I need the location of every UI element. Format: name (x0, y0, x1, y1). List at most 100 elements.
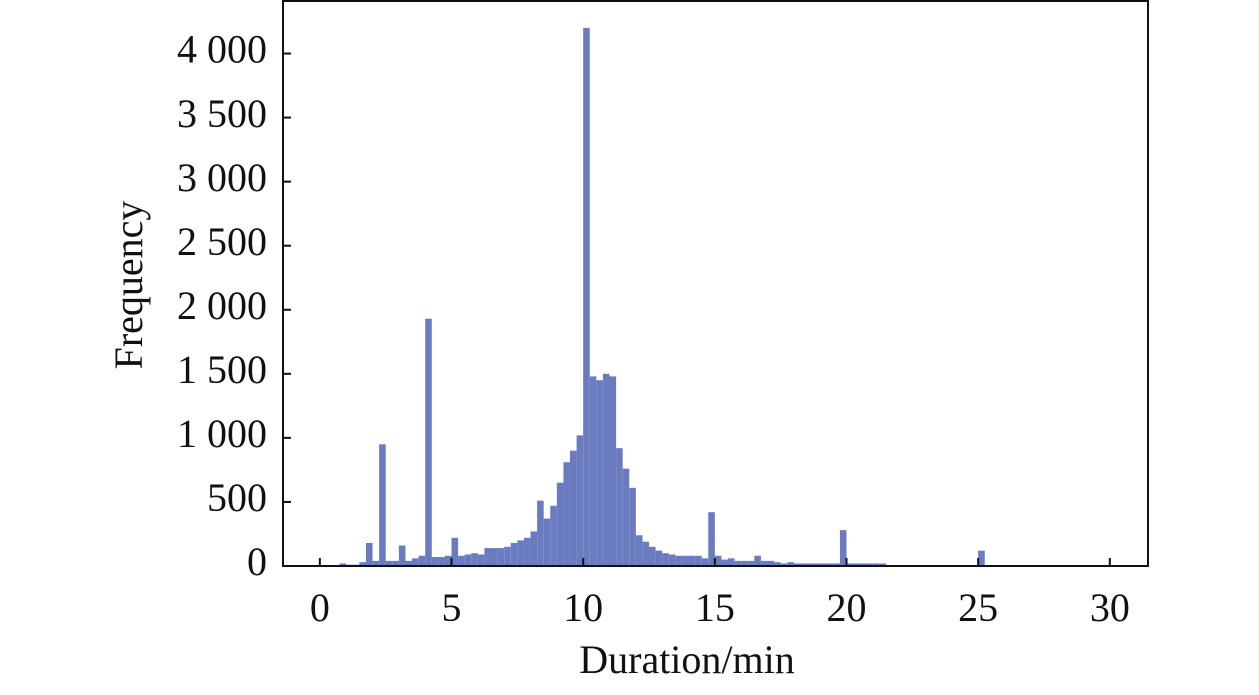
bar (787, 562, 794, 566)
bar (701, 558, 709, 566)
bar (530, 531, 538, 566)
bar (556, 482, 564, 566)
bar (464, 554, 472, 566)
bar (497, 548, 505, 566)
bar (734, 560, 742, 566)
bar (576, 435, 584, 566)
bar (616, 448, 623, 566)
bar (398, 545, 406, 566)
bar (602, 373, 610, 566)
bar (714, 555, 722, 566)
bar (543, 518, 551, 566)
bar (635, 535, 643, 566)
bar (728, 558, 735, 566)
bar (517, 540, 524, 566)
x-tick-label: 10 (563, 585, 603, 630)
y-tick-label: 1 000 (177, 411, 267, 456)
bar (583, 27, 590, 566)
bar (833, 563, 840, 566)
bar (780, 563, 788, 566)
bar (392, 560, 399, 566)
bar (747, 560, 755, 566)
bar (978, 550, 985, 566)
bar (688, 555, 696, 566)
bar (872, 563, 880, 566)
bar (477, 554, 485, 566)
bar (820, 563, 827, 566)
bar (444, 555, 452, 566)
y-tick-label: 3 000 (177, 155, 267, 200)
bar (491, 548, 498, 566)
y-tick-label: 1 500 (177, 347, 267, 392)
bar (405, 560, 413, 566)
bar (879, 563, 886, 566)
bar (754, 555, 761, 566)
bar (767, 560, 775, 566)
bar (458, 555, 465, 566)
bar (471, 553, 478, 566)
bar (451, 537, 459, 566)
x-tick-label: 0 (310, 585, 330, 630)
bar (365, 542, 373, 566)
bar (339, 563, 347, 566)
bar (721, 559, 729, 566)
bar (563, 462, 571, 566)
bar (622, 468, 630, 566)
bar (839, 530, 847, 566)
bar (431, 557, 439, 566)
bar (662, 553, 669, 566)
x-axis-label: Duration/min (579, 637, 795, 682)
bar (793, 563, 801, 566)
y-tick-label: 3 500 (177, 91, 267, 136)
bar (504, 546, 511, 566)
bar (675, 555, 682, 566)
bar (655, 550, 663, 566)
bar (649, 546, 656, 566)
bar (438, 557, 445, 566)
bar (425, 318, 432, 566)
x-tick-label: 15 (695, 585, 735, 630)
bar (379, 444, 386, 566)
bar (859, 563, 867, 566)
y-tick-label: 2 000 (177, 283, 267, 328)
bar (609, 376, 617, 566)
bar (846, 563, 854, 566)
bar (484, 548, 492, 566)
bar (774, 562, 781, 566)
x-tick-label: 25 (958, 585, 998, 630)
bar (681, 555, 689, 566)
bar (642, 541, 650, 566)
bar (589, 376, 597, 566)
bar (418, 555, 426, 566)
bar (629, 487, 636, 566)
bar (596, 380, 603, 566)
x-tick-label: 20 (827, 585, 867, 630)
x-tick-label: 30 (1090, 585, 1130, 630)
bar (510, 542, 518, 566)
bar (826, 563, 834, 566)
bar (813, 563, 821, 566)
bar (412, 558, 419, 566)
x-tick-label: 5 (442, 585, 462, 630)
bar (570, 450, 577, 566)
bar (372, 560, 380, 566)
bar (668, 554, 676, 566)
bar (550, 505, 557, 566)
bar (807, 563, 814, 566)
bar (741, 560, 748, 566)
y-tick-label: 500 (207, 475, 267, 520)
bar (760, 560, 768, 566)
y-axis-label: Frequency (106, 201, 151, 370)
bar (695, 555, 702, 566)
bar (800, 563, 808, 566)
bar (866, 563, 873, 566)
bar (708, 512, 715, 566)
bar (523, 537, 531, 566)
y-tick-label: 0 (247, 539, 267, 584)
bar (853, 563, 860, 566)
y-tick-label: 2 500 (177, 219, 267, 264)
bar (359, 562, 366, 566)
plot-frame (282, 0, 1149, 567)
bar (537, 500, 544, 566)
